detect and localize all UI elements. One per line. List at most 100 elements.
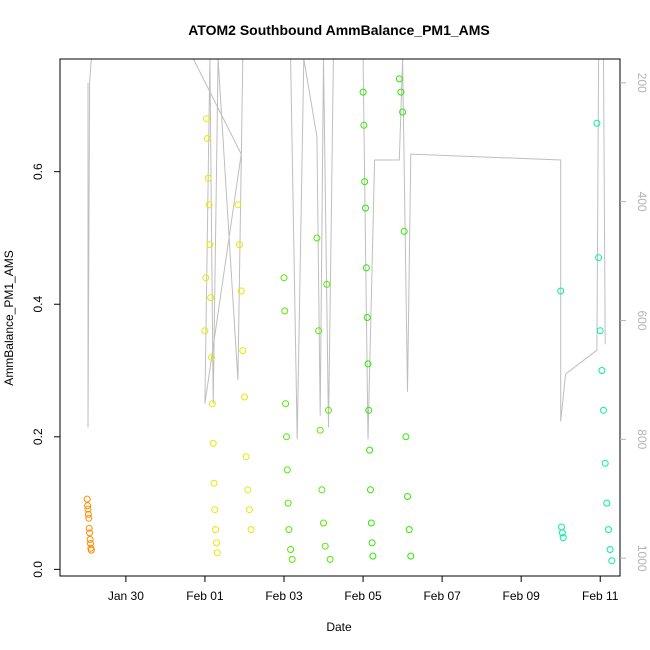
plot-area: Jan 30 Feb 01 Feb 03 Feb 05 Feb 07 Feb 09 Feb … bbox=[31, 58, 649, 603]
data-point bbox=[598, 367, 606, 374]
data-point bbox=[241, 393, 248, 401]
data-point bbox=[359, 88, 367, 96]
data-point bbox=[288, 555, 296, 563]
data-point bbox=[313, 234, 321, 242]
data-point bbox=[366, 446, 374, 454]
data-point bbox=[236, 241, 243, 249]
data-point bbox=[210, 479, 218, 487]
data-point bbox=[84, 505, 92, 513]
y2-tick-label: 400 bbox=[635, 192, 649, 212]
data-point bbox=[244, 486, 252, 494]
data-point bbox=[203, 115, 211, 123]
data-point bbox=[326, 555, 334, 563]
data-point bbox=[407, 552, 415, 560]
x-tick-label: Feb 07 bbox=[423, 589, 461, 603]
data-point bbox=[84, 502, 92, 510]
data-point bbox=[600, 406, 607, 414]
y2-tick-label: 1000 bbox=[635, 545, 649, 572]
data-point bbox=[245, 506, 253, 514]
data-point bbox=[365, 406, 373, 414]
data-point bbox=[402, 433, 410, 441]
data-point bbox=[280, 274, 288, 282]
data-point bbox=[208, 353, 215, 361]
data-point bbox=[601, 459, 609, 467]
data-point bbox=[558, 523, 565, 531]
y2-tick-label: 200 bbox=[635, 73, 649, 93]
y-tick-label: 0.6 bbox=[31, 163, 45, 180]
data-point bbox=[603, 499, 611, 507]
data-point bbox=[367, 486, 374, 494]
data-point bbox=[362, 264, 370, 272]
y2-tick-label: 800 bbox=[635, 429, 649, 449]
data-point bbox=[87, 540, 94, 547]
y-tick-label: 0.2 bbox=[31, 428, 45, 445]
data-point bbox=[239, 347, 247, 355]
data-point bbox=[86, 536, 94, 543]
data-point bbox=[557, 287, 565, 295]
chart-title: ATOM2 Southbound AmmBalance_PM1_AMS bbox=[188, 22, 490, 38]
secondary-series-line bbox=[87, 58, 606, 440]
data-point bbox=[593, 119, 601, 127]
data-point bbox=[595, 254, 603, 262]
data-point bbox=[362, 204, 369, 212]
data-point bbox=[205, 201, 213, 209]
data-point bbox=[325, 406, 332, 414]
x-tick-label: Jan 30 bbox=[108, 589, 144, 603]
data-point bbox=[285, 526, 293, 534]
data-point bbox=[212, 526, 220, 534]
x-axis-label: Date bbox=[326, 620, 352, 634]
data-point bbox=[213, 549, 221, 557]
data-point bbox=[397, 88, 405, 96]
data-point bbox=[85, 514, 93, 522]
data-point bbox=[211, 506, 219, 514]
data-point bbox=[405, 526, 413, 534]
x-tick-label: Feb 03 bbox=[265, 589, 303, 603]
data-point bbox=[201, 327, 209, 335]
data-point bbox=[606, 546, 614, 553]
data-point bbox=[242, 453, 250, 461]
data-point bbox=[209, 439, 217, 447]
data-point bbox=[369, 552, 377, 560]
data-point bbox=[395, 75, 403, 83]
data-point bbox=[323, 280, 331, 288]
data-point bbox=[320, 519, 327, 527]
data-point bbox=[596, 327, 604, 335]
data-point bbox=[605, 526, 612, 534]
data-point bbox=[316, 426, 324, 434]
data-point bbox=[283, 466, 291, 474]
data-point bbox=[360, 121, 368, 129]
data-point bbox=[84, 510, 92, 518]
data-point bbox=[361, 178, 369, 186]
data-point bbox=[284, 499, 292, 507]
data-point bbox=[404, 493, 411, 500]
data-point bbox=[86, 529, 94, 537]
data-point bbox=[400, 227, 408, 235]
data-point bbox=[367, 519, 375, 527]
data-point bbox=[207, 294, 215, 302]
data-point bbox=[363, 314, 371, 321]
data-point bbox=[213, 539, 220, 547]
data-point bbox=[204, 174, 212, 182]
data-point bbox=[87, 546, 95, 554]
data-point bbox=[315, 327, 323, 335]
data-point bbox=[282, 400, 290, 408]
y-tick-label: 0.0 bbox=[31, 561, 45, 578]
x-tick-label: Feb 05 bbox=[344, 589, 382, 603]
data-point bbox=[364, 360, 372, 368]
y-axis-label: AmmBalance_PM1_AMS bbox=[2, 250, 16, 385]
data-point bbox=[85, 524, 93, 532]
data-point bbox=[208, 400, 216, 408]
data-point bbox=[399, 108, 407, 116]
data-point bbox=[83, 495, 91, 503]
data-point bbox=[559, 534, 567, 542]
data-point bbox=[318, 486, 326, 494]
data-point bbox=[237, 287, 245, 295]
data-point bbox=[206, 241, 214, 249]
data-point bbox=[608, 557, 616, 565]
y-tick-label: 0.4 bbox=[31, 296, 45, 313]
x-tick-label: Feb 09 bbox=[502, 589, 540, 603]
data-point bbox=[368, 539, 376, 547]
plot-frame bbox=[59, 58, 621, 577]
data-point bbox=[203, 135, 211, 142]
